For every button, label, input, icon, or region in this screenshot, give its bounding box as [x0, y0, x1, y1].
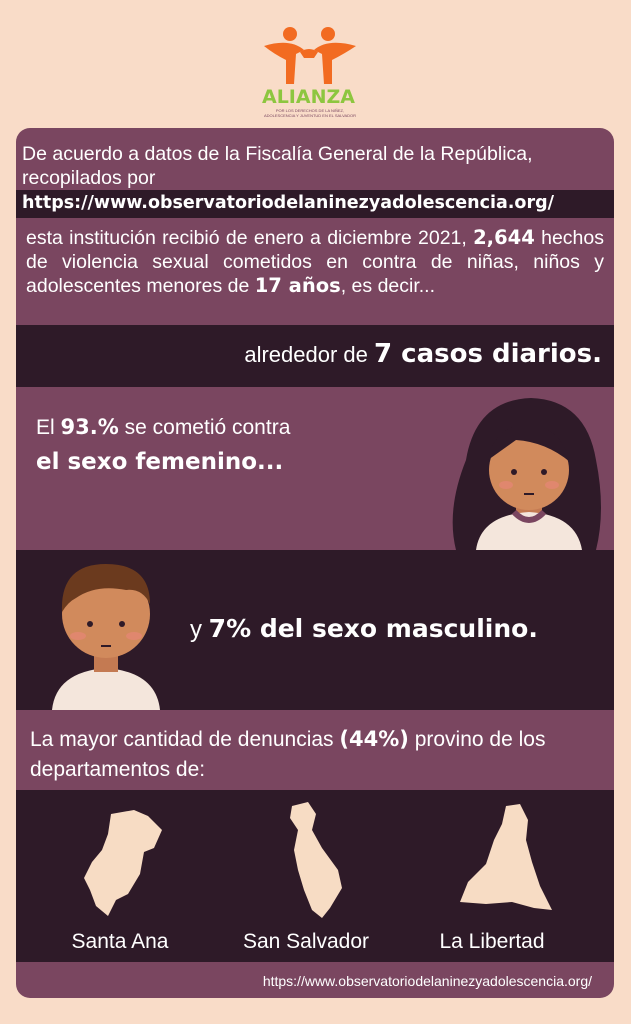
la-libertad-map	[460, 804, 552, 910]
san-salvador-map	[290, 802, 342, 918]
logo: ALIANZA POR LOS DERECHOS DE LA NIÑEZ, AD…	[256, 24, 366, 124]
male-lead: y	[190, 616, 202, 643]
intro-text: De acuerdo a datos de la Fiscalía Genera…	[22, 143, 533, 189]
departments-tail: provino de los departamentos de:	[30, 728, 546, 781]
summary: esta institución recibió de enero a dici…	[26, 226, 604, 298]
summary-count: 2,644	[473, 226, 535, 249]
department-name: San Salvador	[242, 930, 370, 953]
intro-url: https://www.observatoriodelaninezyadoles…	[22, 193, 554, 213]
boy-illustration	[52, 564, 160, 710]
daily-text: alrededor de 7 casos diarios.	[244, 339, 602, 369]
summary-text: , es decir...	[340, 275, 436, 297]
male-group: 7% del sexo masculino.	[208, 614, 538, 643]
logo-tagline: POR LOS DERECHOS DE LA NIÑEZ, ADOLESCENC…	[263, 108, 357, 118]
girl-illustration	[452, 398, 601, 550]
female-lead: El	[36, 416, 55, 439]
footer-url: https://www.observatoriodelaninezyadoles…	[262, 973, 592, 989]
female-group: el sexo femenino...	[36, 449, 284, 475]
summary-text: hechos de violencia sexual cometidos en …	[26, 227, 604, 297]
departments-text: La mayor cantidad de denuncias (44%) pro…	[30, 724, 605, 785]
maps-band: Santa Ana San Salvador La Libertad	[16, 790, 614, 962]
daily-lead: alrededor de	[244, 342, 368, 367]
summary-age: 17 años	[254, 274, 341, 297]
male-band: y 7% del sexo masculino.	[16, 550, 614, 710]
female-mid: se cometió contra	[124, 416, 291, 439]
daily-count: 7 casos diarios.	[374, 339, 602, 369]
male-text: y 7% del sexo masculino.	[190, 614, 538, 644]
summary-text: esta institución recibió de enero a dici…	[26, 227, 467, 249]
female-text: El 93.% se cometió contra el sexo femeni…	[36, 410, 416, 480]
santa-ana-map	[84, 810, 162, 916]
department-name: Santa Ana	[71, 930, 169, 953]
department-name: La Libertad	[439, 930, 545, 953]
infographic-card: De acuerdo a datos de la Fiscalía Genera…	[16, 128, 614, 998]
daily-band: alrededor de 7 casos diarios.	[16, 325, 614, 387]
logo-name: ALIANZA	[262, 86, 355, 108]
female-percent: 93.%	[60, 415, 119, 439]
url-band: https://www.observatoriodelaninezyadoles…	[16, 190, 614, 218]
logo-figures	[264, 27, 356, 84]
departments-percent: (44%)	[339, 727, 409, 751]
department-maps	[84, 802, 552, 918]
departments-lead: La mayor cantidad de denuncias	[30, 728, 334, 751]
